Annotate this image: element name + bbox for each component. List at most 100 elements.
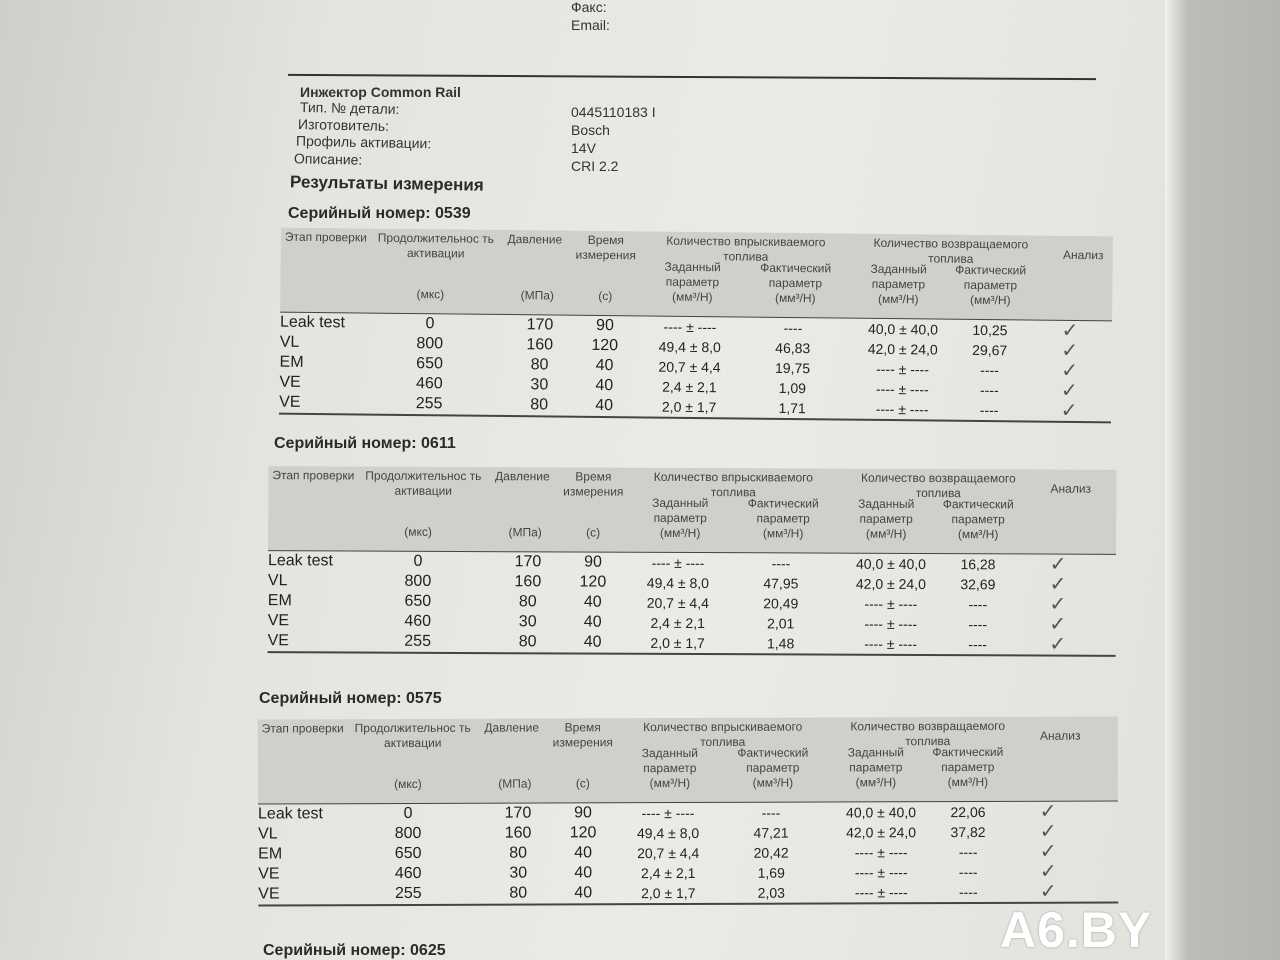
table-cell: 170 (504, 804, 532, 822)
check-icon: ✓ (1039, 880, 1057, 903)
check-icon: ✓ (1049, 573, 1067, 596)
header-unit: (мм³/Н) (671, 289, 713, 305)
check-icon: ✓ (1049, 593, 1067, 616)
background-surface (1165, 0, 1280, 960)
table-cell: ---- ± ---- (864, 635, 918, 652)
table-cell: 22,06 (950, 803, 986, 821)
watermark-logo: A6.BY (1000, 902, 1153, 958)
header-time-unit: (с) (575, 776, 590, 791)
table-cell: VE (279, 393, 301, 411)
table-cell: 16,28 (960, 556, 996, 573)
serial-heading-4: Серийный номер: 0625 (263, 942, 446, 959)
check-icon: ✓ (1061, 319, 1079, 343)
table-cell: 800 (394, 824, 422, 843)
header-actual: Фактический параметр (760, 260, 832, 291)
table-cell: ---- ± ---- (854, 864, 908, 881)
header-pressure-unit: (МПа) (498, 776, 532, 791)
table-cell: ---- ± ---- (651, 554, 705, 572)
header-set: Заданный параметр (652, 495, 709, 526)
table-cell: 40,0 ± 40,0 (855, 555, 927, 573)
table-cell: 2,4 ± 2,1 (662, 378, 717, 396)
check-icon: ✓ (1061, 339, 1079, 363)
results-table: Этап проверки Продолжительнос ть активаци… (267, 466, 1117, 657)
table-cell: 90 (595, 316, 614, 335)
check-icon: ✓ (1039, 860, 1057, 883)
header-unit: (мм³/Н) (865, 526, 907, 541)
table-cell: 32,69 (960, 576, 996, 593)
fax-label: Факс: (571, 0, 607, 15)
header-stage: Этап проверки (284, 229, 367, 245)
header-time-unit: (с) (586, 525, 601, 540)
table-cell: VE (258, 885, 280, 903)
table-cell: ---- (968, 616, 988, 633)
header-analysis: Анализ (1062, 247, 1104, 263)
table-cell: ---- ± ---- (875, 400, 929, 418)
table-cell: 2,4 ± 2,1 (640, 864, 696, 882)
table-cell: ---- (783, 319, 803, 337)
table-cell: 42,0 ± 24,0 (846, 824, 917, 841)
table-cell: 800 (416, 335, 444, 353)
table-cell: Leak test (267, 552, 333, 570)
header-unit: (мм³/Н) (774, 290, 816, 306)
table-cell: ---- ± ---- (864, 615, 918, 632)
field-label-manufacturer: Изготовитель: (297, 116, 390, 134)
table-cell: 0 (413, 552, 423, 570)
table-cell: 2,0 ± 1,7 (641, 884, 696, 902)
table-cell: 80 (530, 356, 549, 374)
table-cell: 10,25 (972, 321, 1008, 339)
table-cell: VL (279, 333, 300, 351)
table-cell: 40 (595, 376, 614, 395)
table-cell: 170 (526, 316, 554, 334)
field-value-manufacturer: Bosch (571, 122, 610, 138)
check-icon: ✓ (1049, 613, 1067, 636)
header-stage: Этап проверки (272, 468, 355, 483)
table-cell: ---- ± ---- (641, 804, 695, 822)
table-cell: 42,0 ± 24,0 (855, 575, 926, 593)
serial-heading-3: Серийный номер: 0575 (259, 690, 442, 707)
header-duration: Продолжительнос ть активации (377, 230, 495, 261)
table-cell: 40 (595, 356, 614, 375)
table-cell: EM (279, 353, 304, 371)
header-set: Заданный параметр (664, 259, 721, 290)
table-cell: 49,4 ± 8,0 (646, 574, 710, 592)
header-actual: Фактический параметр (955, 262, 1027, 293)
header-set: Заданный параметр (641, 745, 698, 776)
table-cell: ---- ± ---- (854, 844, 908, 861)
table-cell: 1,71 (778, 399, 806, 417)
table-cell: 37,82 (950, 823, 986, 841)
table-cell: 30 (530, 376, 549, 394)
table-cell: ---- ± ---- (854, 884, 908, 901)
table-cell: 90 (584, 553, 602, 571)
header-pressure: Давление (484, 720, 540, 735)
table-cell: 20,7 ± 4,4 (658, 358, 721, 376)
table-cell: 1,09 (778, 379, 807, 397)
injector-title: Инжектор Common Rail (300, 84, 461, 100)
header-unit: (мм³/Н) (649, 775, 691, 791)
table-cell: 40,0 ± 40,0 (867, 320, 939, 338)
header-analysis: Анализ (1050, 481, 1092, 496)
table-cell: VL (258, 825, 278, 843)
field-value-description: CRI 2.2 (571, 158, 619, 174)
table-cell: 20,7 ± 4,4 (637, 844, 700, 862)
field-label-activation-profile: Профиль активации: (295, 132, 432, 152)
table-cell: ---- (958, 863, 978, 881)
header-unit: (мм³/Н) (969, 292, 1011, 308)
table-cell: ---- (979, 401, 999, 419)
table-cell: ---- (968, 596, 988, 613)
field-value-activation-profile: 14V (571, 140, 596, 156)
table-cell: 40 (574, 884, 593, 902)
header-duration-unit: (мкс) (416, 287, 445, 302)
table-cell: Leak test (279, 313, 346, 332)
serial-heading-2: Серийный номер: 0611 (274, 435, 456, 452)
header-time: Время измерения (563, 469, 624, 499)
results-table: Этап проверки Продолжительнос ть активаци… (257, 716, 1119, 907)
check-icon: ✓ (1039, 800, 1057, 823)
header-unit: (мм³/Н) (947, 774, 989, 790)
table-cell: 160 (526, 336, 554, 354)
table-cell: 0 (425, 315, 435, 333)
table-cell: 40 (583, 633, 602, 651)
table-cell: ---- (980, 361, 999, 379)
table-cell: 49,4 ± 8,0 (658, 338, 721, 356)
header-stage: Этап проверки (261, 721, 344, 736)
table-cell: 80 (518, 633, 537, 651)
